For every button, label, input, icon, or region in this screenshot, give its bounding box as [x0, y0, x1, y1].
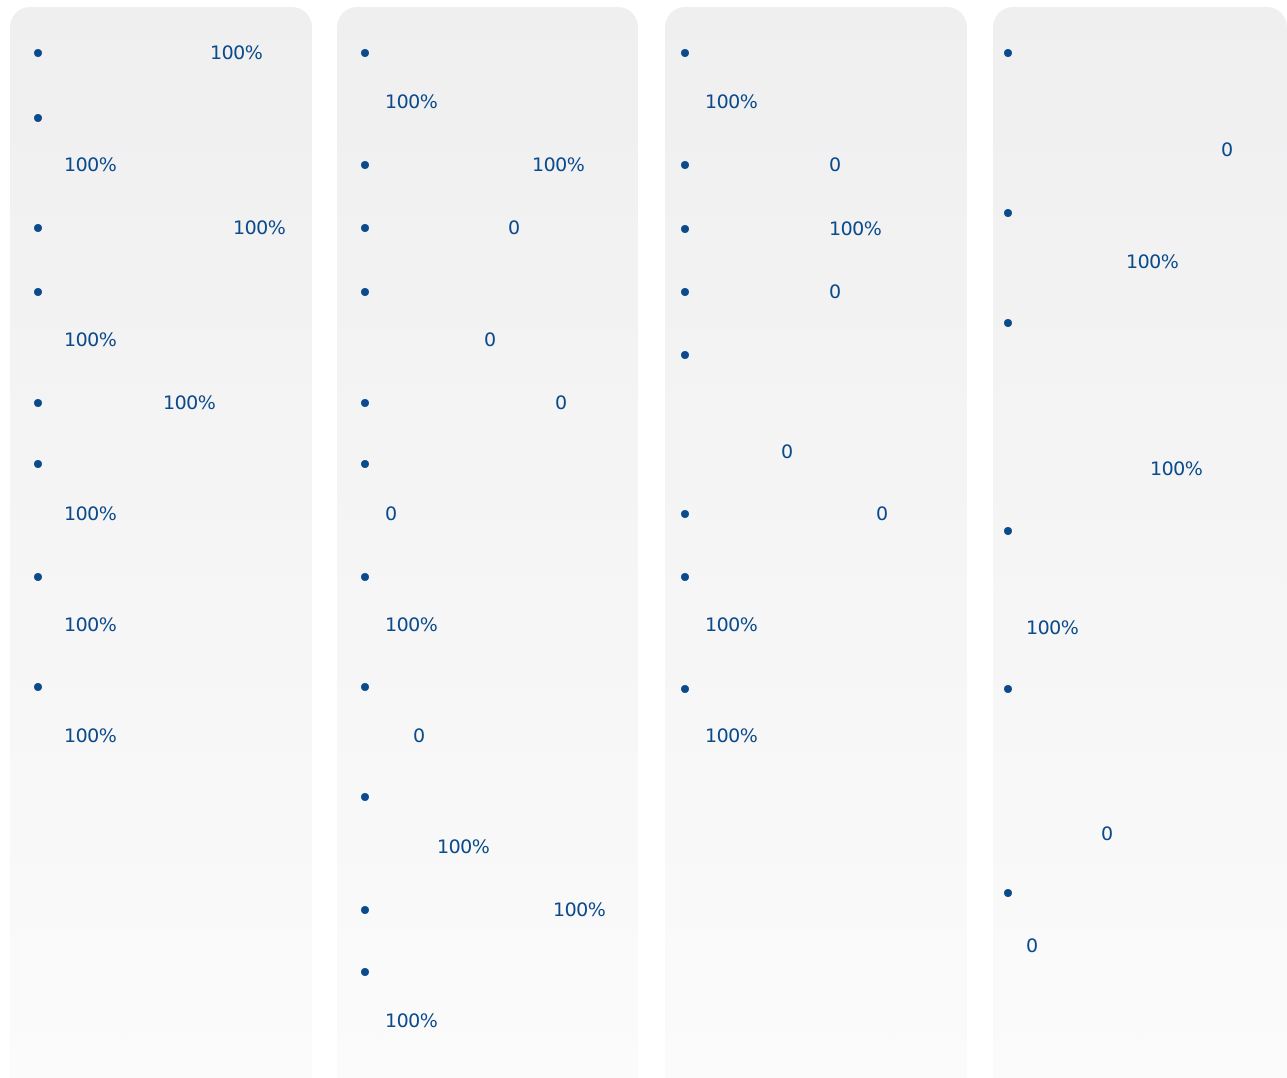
bullet: [681, 573, 689, 581]
bullet: [34, 460, 42, 468]
bullet: [34, 288, 42, 296]
bullet: [681, 351, 689, 359]
bullet: [361, 906, 369, 914]
item-value: 100%: [64, 154, 117, 176]
item-value: 100%: [705, 614, 758, 636]
item-value: 100%: [553, 899, 606, 921]
bullet: [681, 225, 689, 233]
bullet: [1004, 527, 1012, 535]
column: [665, 7, 967, 1078]
bullet: [34, 399, 42, 407]
bullet: [681, 288, 689, 296]
bullet: [34, 114, 42, 122]
item-value: 0: [781, 441, 793, 463]
item-value: 100%: [1150, 458, 1203, 480]
bullet: [1004, 889, 1012, 897]
item-value: 100%: [64, 503, 117, 525]
item-value: 0: [385, 503, 397, 525]
item-value: 0: [1221, 139, 1233, 161]
bullet: [681, 161, 689, 169]
bullet: [681, 510, 689, 518]
item-value: 0: [555, 392, 567, 414]
item-value: 100%: [437, 836, 490, 858]
item-value: 100%: [64, 329, 117, 351]
bullet: [34, 224, 42, 232]
bullet: [34, 573, 42, 581]
item-value: 100%: [532, 154, 585, 176]
column: [993, 7, 1287, 1078]
bullet: [361, 793, 369, 801]
item-value: 100%: [64, 725, 117, 747]
item-value: 0: [829, 281, 841, 303]
column: [10, 7, 312, 1078]
item-value: 100%: [705, 91, 758, 113]
item-value: 0: [484, 329, 496, 351]
bullet: [1004, 209, 1012, 217]
bullet: [361, 399, 369, 407]
item-value: 0: [1026, 935, 1038, 957]
item-value: 100%: [705, 725, 758, 747]
bullet: [34, 683, 42, 691]
bullet: [361, 49, 369, 57]
item-value: 0: [413, 725, 425, 747]
bullet: [361, 683, 369, 691]
item-value: 100%: [64, 614, 117, 636]
item-value: 0: [829, 154, 841, 176]
item-value: 100%: [385, 1010, 438, 1032]
item-value: 100%: [233, 217, 286, 239]
bullet: [361, 288, 369, 296]
bullet: [34, 49, 42, 57]
bullet: [361, 573, 369, 581]
item-value: 0: [508, 217, 520, 239]
bullet: [361, 224, 369, 232]
item-value: 100%: [829, 218, 882, 240]
item-value: 100%: [163, 392, 216, 414]
column: [337, 7, 638, 1078]
bullet: [361, 460, 369, 468]
item-value: 0: [1101, 823, 1113, 845]
item-value: 100%: [1026, 617, 1079, 639]
item-value: 100%: [210, 42, 263, 64]
item-value: 0: [876, 503, 888, 525]
item-value: 100%: [385, 91, 438, 113]
bullet: [361, 968, 369, 976]
bullet: [1004, 49, 1012, 57]
bullet: [1004, 685, 1012, 693]
bullet: [1004, 319, 1012, 327]
item-value: 100%: [1126, 251, 1179, 273]
bullet: [361, 161, 369, 169]
bullet: [681, 49, 689, 57]
bullet: [681, 685, 689, 693]
item-value: 100%: [385, 614, 438, 636]
